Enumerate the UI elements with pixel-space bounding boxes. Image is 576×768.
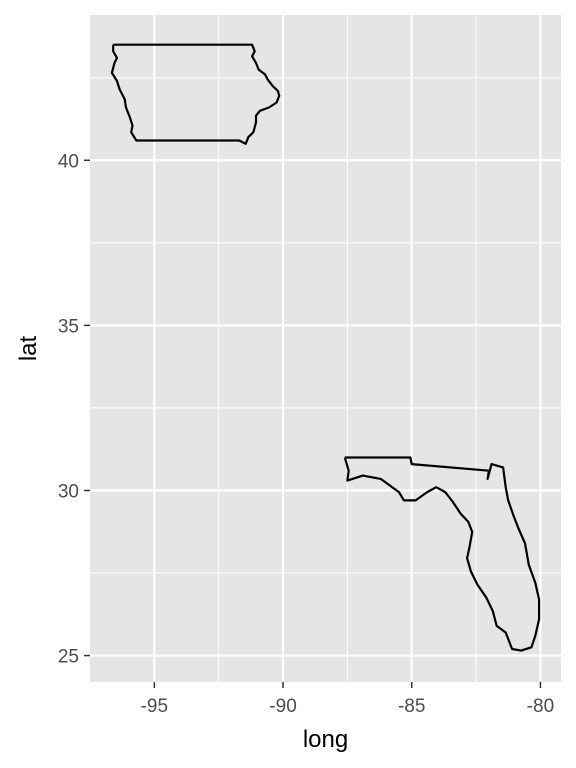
y-tick-label: 25 xyxy=(58,647,79,668)
x-tick-label: -95 xyxy=(141,696,168,717)
state-outline-1 xyxy=(343,456,541,652)
x-tick-label: -85 xyxy=(398,696,425,717)
grid-major xyxy=(90,15,561,682)
x-tick-label: -80 xyxy=(527,696,554,717)
y-axis: 25 30 35 40 xyxy=(58,151,90,668)
plot-panel xyxy=(90,15,561,682)
state-outline-0 xyxy=(110,43,281,145)
x-axis-title: long xyxy=(303,726,348,753)
y-tick-label: 30 xyxy=(58,481,79,502)
y-tick-label: 35 xyxy=(58,316,79,337)
state-outlines xyxy=(110,43,541,652)
x-tick-label: -90 xyxy=(269,696,296,717)
grid-minor xyxy=(90,15,561,682)
x-axis: -95 -90 -85 -80 xyxy=(141,682,554,717)
y-tick-label: 40 xyxy=(58,151,79,172)
y-axis-title: lat xyxy=(15,336,42,362)
